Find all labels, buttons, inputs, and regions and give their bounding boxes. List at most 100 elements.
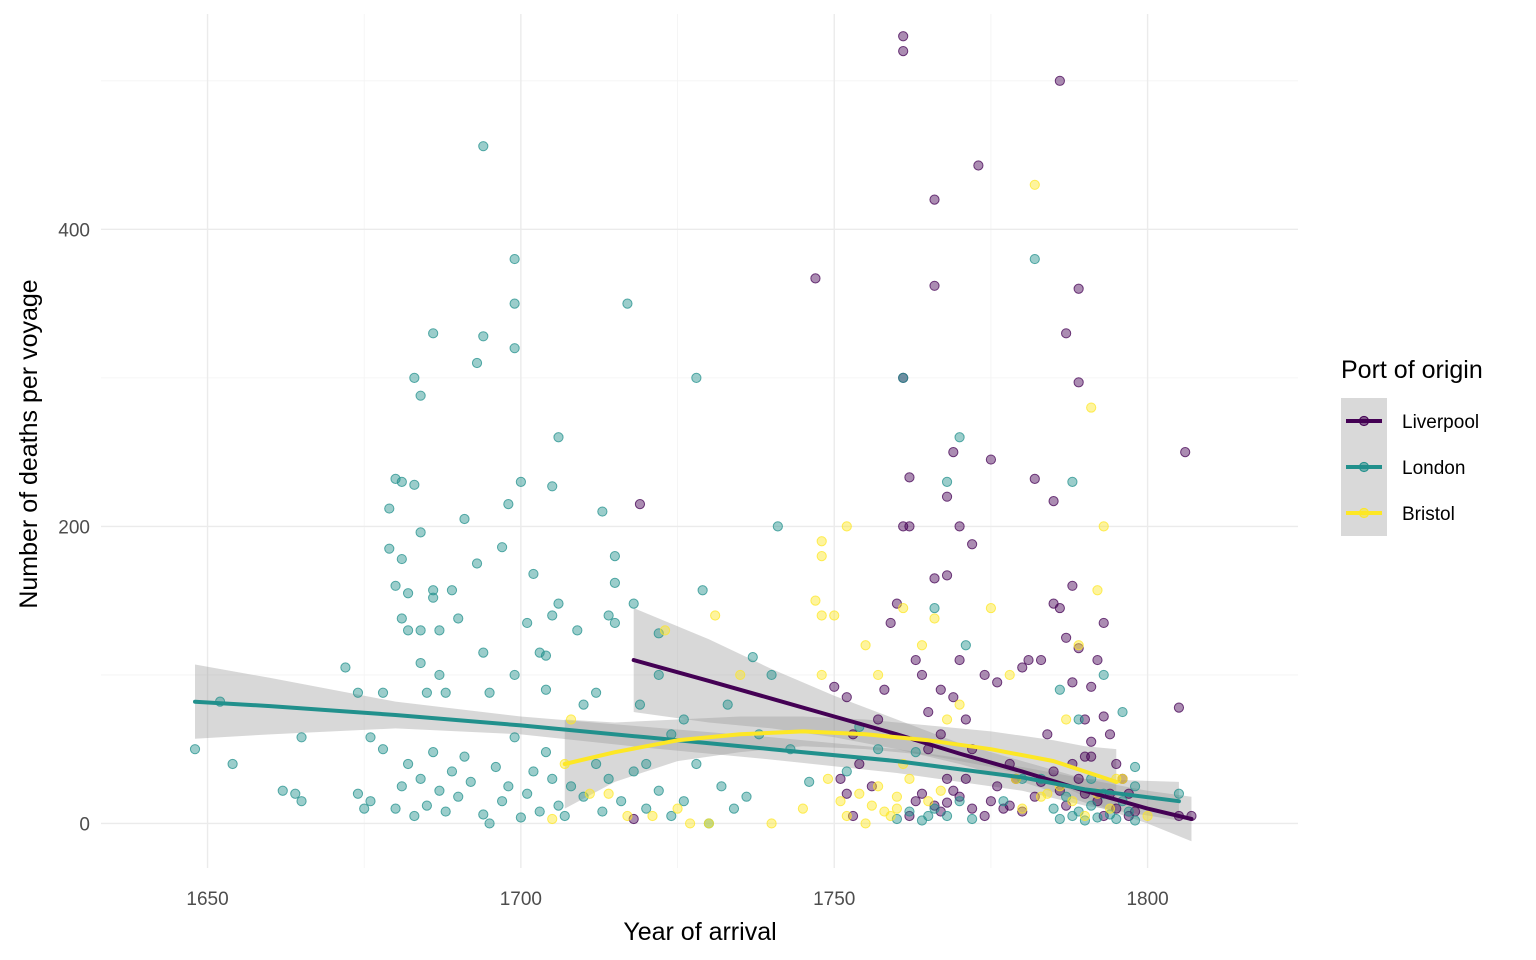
point-london bbox=[622, 298, 633, 309]
point-london bbox=[653, 669, 664, 681]
x-tick-label: 1650 bbox=[186, 889, 228, 910]
point-liverpool bbox=[923, 706, 934, 718]
point-london bbox=[722, 699, 733, 710]
point-liverpool bbox=[1061, 632, 1072, 643]
point-london bbox=[478, 809, 489, 820]
point-liverpool bbox=[841, 788, 852, 799]
point-london bbox=[528, 766, 539, 777]
point-liverpool bbox=[1017, 806, 1028, 817]
legend-entry-liverpool: Liverpool bbox=[1341, 398, 1479, 444]
x-tick-label: 1800 bbox=[1126, 889, 1168, 910]
point-london bbox=[484, 818, 495, 829]
point-london bbox=[434, 669, 445, 681]
point-bristol bbox=[1142, 810, 1153, 822]
point-london bbox=[189, 744, 201, 755]
point-london bbox=[553, 598, 564, 609]
point-liverpool bbox=[935, 729, 946, 740]
point-liverpool bbox=[941, 773, 953, 784]
legend: Port of origin Liverpool London Bristol bbox=[1341, 356, 1483, 536]
point-london bbox=[428, 747, 439, 758]
point-london bbox=[434, 785, 445, 796]
point-london bbox=[446, 766, 458, 777]
point-london bbox=[1117, 706, 1128, 718]
point-liverpool bbox=[1061, 328, 1072, 339]
point-london bbox=[365, 796, 376, 807]
point-london bbox=[653, 785, 664, 796]
point-london bbox=[402, 625, 414, 636]
point-liverpool bbox=[835, 773, 846, 784]
point-liverpool bbox=[898, 46, 909, 57]
point-bristol bbox=[816, 551, 827, 562]
point-liverpool bbox=[979, 669, 990, 681]
point-london bbox=[478, 141, 489, 152]
point-liverpool bbox=[1086, 736, 1097, 747]
point-liverpool bbox=[1086, 681, 1097, 692]
point-liverpool bbox=[941, 797, 953, 808]
point-london bbox=[547, 773, 558, 784]
point-london bbox=[227, 758, 238, 770]
point-london bbox=[603, 773, 614, 784]
point-london bbox=[478, 331, 489, 342]
point-liverpool bbox=[916, 669, 928, 681]
point-london bbox=[490, 761, 501, 773]
point-bristol bbox=[1067, 796, 1078, 807]
point-bristol bbox=[891, 791, 903, 802]
point-liverpool bbox=[1079, 751, 1091, 762]
point-london bbox=[340, 662, 351, 673]
point-london bbox=[603, 610, 614, 621]
point-bristol bbox=[603, 788, 614, 799]
point-bristol bbox=[1117, 773, 1128, 784]
point-london bbox=[898, 372, 909, 383]
point-london bbox=[471, 357, 483, 369]
legend-label: Bristol bbox=[1402, 504, 1455, 525]
point-london bbox=[941, 476, 953, 487]
point-liverpool bbox=[1054, 602, 1065, 614]
point-bristol bbox=[891, 803, 903, 814]
point-bristol bbox=[1017, 803, 1028, 814]
point-london bbox=[390, 473, 401, 484]
point-london bbox=[553, 432, 564, 443]
point-bristol bbox=[710, 610, 721, 621]
legend-label: Liverpool bbox=[1402, 412, 1479, 433]
point-london bbox=[409, 372, 420, 383]
y-axis-title: Number of deaths per voyage bbox=[15, 279, 43, 608]
point-bristol bbox=[1061, 714, 1072, 725]
point-bristol bbox=[954, 699, 965, 710]
point-liverpool bbox=[941, 570, 953, 581]
point-london bbox=[841, 766, 852, 777]
point-bristol bbox=[622, 810, 633, 822]
point-london bbox=[465, 776, 476, 787]
point-london bbox=[540, 747, 552, 758]
point-liverpool bbox=[954, 654, 965, 666]
x-tick-label: 1700 bbox=[500, 889, 542, 910]
point-london bbox=[377, 687, 389, 698]
point-bristol bbox=[584, 788, 595, 799]
point-london bbox=[296, 732, 307, 743]
point-london bbox=[428, 592, 439, 603]
point-liverpool bbox=[628, 813, 639, 825]
point-liverpool bbox=[1098, 711, 1109, 722]
point-london bbox=[384, 503, 395, 514]
point-bristol bbox=[547, 813, 558, 825]
point-london bbox=[453, 791, 464, 802]
point-bristol bbox=[1042, 788, 1053, 799]
point-liverpool bbox=[1111, 758, 1122, 770]
point-bristol bbox=[1029, 179, 1040, 190]
point-bristol bbox=[684, 818, 696, 829]
point-london bbox=[509, 732, 520, 743]
point-london bbox=[954, 432, 965, 443]
point-london bbox=[402, 588, 414, 599]
point-bristol bbox=[816, 536, 827, 547]
point-liverpool bbox=[960, 773, 971, 784]
x-axis-title: Year of arrival bbox=[623, 918, 776, 946]
point-london bbox=[929, 602, 940, 614]
point-liverpool bbox=[1048, 766, 1059, 777]
point-london bbox=[559, 810, 570, 822]
point-london bbox=[296, 796, 307, 807]
point-london bbox=[1123, 806, 1134, 817]
point-bristol bbox=[916, 640, 928, 651]
point-london bbox=[1173, 788, 1185, 799]
point-london bbox=[1048, 803, 1059, 814]
point-london bbox=[590, 687, 602, 698]
